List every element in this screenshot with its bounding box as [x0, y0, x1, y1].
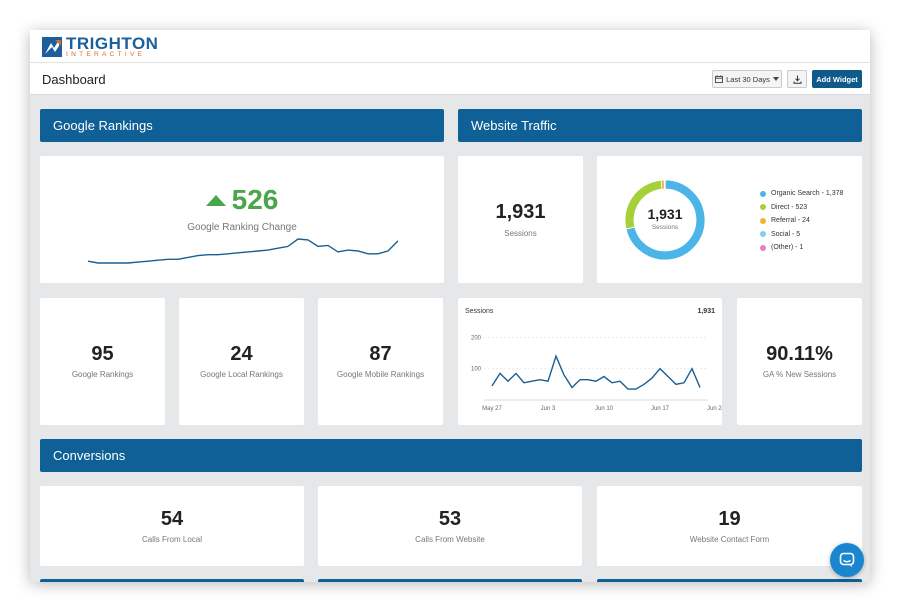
metric-label: Google Mobile Rankings: [336, 370, 425, 379]
sessions-series-line: [491, 354, 701, 390]
date-range-label: Last 30 Days: [726, 74, 770, 84]
add-widget-button[interactable]: Add Widget: [812, 70, 862, 88]
sparkline-line: [88, 238, 398, 264]
legend-label: Referral - 24: [771, 217, 810, 225]
donut-center-label: Sessions: [651, 224, 679, 231]
sessions-chart-card: Sessions 1,931 100 200 May 27 Jun 3 Jun 10 Jun …: [458, 298, 726, 425]
top-bar: TRIGHTON INTERACTIVE: [30, 30, 870, 63]
donut-slice[interactable]: [625, 179, 706, 261]
legend-dot: [760, 244, 766, 251]
traffic-donut-chart: [624, 179, 706, 261]
x-tick-label: Jun 3: [541, 406, 556, 412]
legend-label: Social - 5: [771, 230, 801, 238]
conversion-card-calls-from-local: 54 Calls From Local: [40, 486, 304, 566]
sessions-card: 1,931 Sessions: [458, 156, 583, 283]
conversion-value: 19: [718, 508, 741, 530]
metric-card-google-local-rankings: 24 Google Local Rankings: [179, 298, 304, 425]
legend-item: Direct - 523: [760, 201, 843, 215]
legend-item: (Other) - 1: [760, 241, 843, 255]
brand-logo[interactable]: TRIGHTON INTERACTIVE: [42, 34, 159, 59]
x-tick-label: Jun 10: [595, 406, 614, 412]
legend-label: Direct - 523: [771, 203, 808, 211]
conversion-card-calls-from-website: 53 Calls From Website: [318, 486, 582, 566]
legend-dot: [760, 231, 766, 238]
legend-item: Organic Search - 1,378: [760, 187, 843, 201]
sessions-label: Sessions: [504, 229, 537, 238]
chat-launcher-button[interactable]: [830, 543, 864, 577]
chart-title: Sessions: [465, 308, 494, 315]
section-header-website-traffic: Website Traffic: [458, 109, 862, 142]
brand-tagline: INTERACTIVE: [66, 51, 146, 59]
chevron-down-icon: [772, 77, 779, 81]
legend-label: (Other) - 1: [771, 244, 804, 252]
section-header-google-rankings: Google Rankings: [40, 109, 444, 142]
new-sessions-card: 90.11% GA % New Sessions: [737, 298, 862, 425]
conversion-card-website-contact-form: 19 Website Contact Form: [597, 486, 862, 566]
download-button[interactable]: [787, 70, 807, 88]
chart-total: 1,931: [697, 308, 715, 315]
legend-dot: [760, 217, 766, 224]
arrow-up-icon: [205, 194, 226, 206]
chat-icon: [839, 552, 855, 567]
section-header-partial: [597, 579, 862, 582]
date-range-dropdown[interactable]: Last 30 Days: [712, 70, 782, 88]
section-header-partial: [318, 579, 582, 582]
conversion-label: Calls From Local: [141, 535, 202, 544]
ranking-sparkline: [88, 238, 398, 264]
brand-name: TRIGHTON: [66, 34, 159, 54]
calendar-icon: [715, 75, 724, 83]
metric-card-google-mobile-rankings: 87 Google Mobile Rankings: [318, 298, 443, 425]
sessions-line-chart: Sessions 1,931 100 200 May 27 Jun 3 Jun 10 Jun …: [465, 308, 726, 412]
ranking-change-card: 526 Google Ranking Change: [40, 156, 444, 283]
metric-value: 95: [91, 343, 114, 365]
metric-value: 87: [369, 343, 392, 365]
legend-dot: [760, 190, 766, 197]
legend-item: Social - 5: [760, 228, 843, 242]
logo-icon: [42, 37, 62, 57]
page-header: Dashboard Last 30 Days Add Widget: [30, 63, 870, 95]
donut-legend: Organic Search - 1,378 Direct - 523 Refe…: [760, 187, 843, 255]
y-tick-label: 100: [471, 367, 482, 373]
conversion-value: 53: [438, 508, 462, 530]
y-tick-label: 200: [471, 335, 482, 341]
legend-label: Organic Search - 1,378: [771, 190, 844, 198]
conversion-label: Calls From Website: [415, 535, 485, 544]
x-tick-label: Jun 17: [651, 406, 670, 412]
sessions-value: 1,931: [495, 201, 546, 223]
section-header-conversions: Conversions: [40, 439, 862, 472]
metric-card-google-rankings: 95 Google Rankings: [40, 298, 165, 425]
legend-dot: [760, 204, 766, 211]
ranking-change-label: Google Ranking Change: [187, 222, 297, 233]
section-header-partial: [40, 579, 304, 582]
page-title: Dashboard: [42, 72, 106, 87]
legend-item: Referral - 24: [760, 214, 843, 228]
new-sessions-label: GA % New Sessions: [762, 370, 837, 379]
x-tick-label: May 27: [482, 406, 502, 412]
metric-label: Google Rankings: [71, 370, 134, 379]
traffic-sources-card: 1,931 Sessions Organic Search - 1,378 Di…: [597, 156, 862, 283]
metric-label: Google Local Rankings: [200, 370, 283, 379]
conversion-value: 54: [160, 508, 184, 530]
x-tick-label: Jun 24: [707, 406, 722, 412]
metric-value: 24: [230, 343, 253, 365]
conversion-label: Website Contact Form: [689, 535, 770, 544]
ranking-change-value: 526: [231, 184, 279, 215]
donut-center-value: 1,931: [647, 206, 683, 222]
new-sessions-value: 90.11%: [766, 343, 833, 365]
app-window: TRIGHTON INTERACTIVE Dashboard Last 30 D…: [30, 30, 870, 582]
download-icon: [793, 75, 801, 84]
